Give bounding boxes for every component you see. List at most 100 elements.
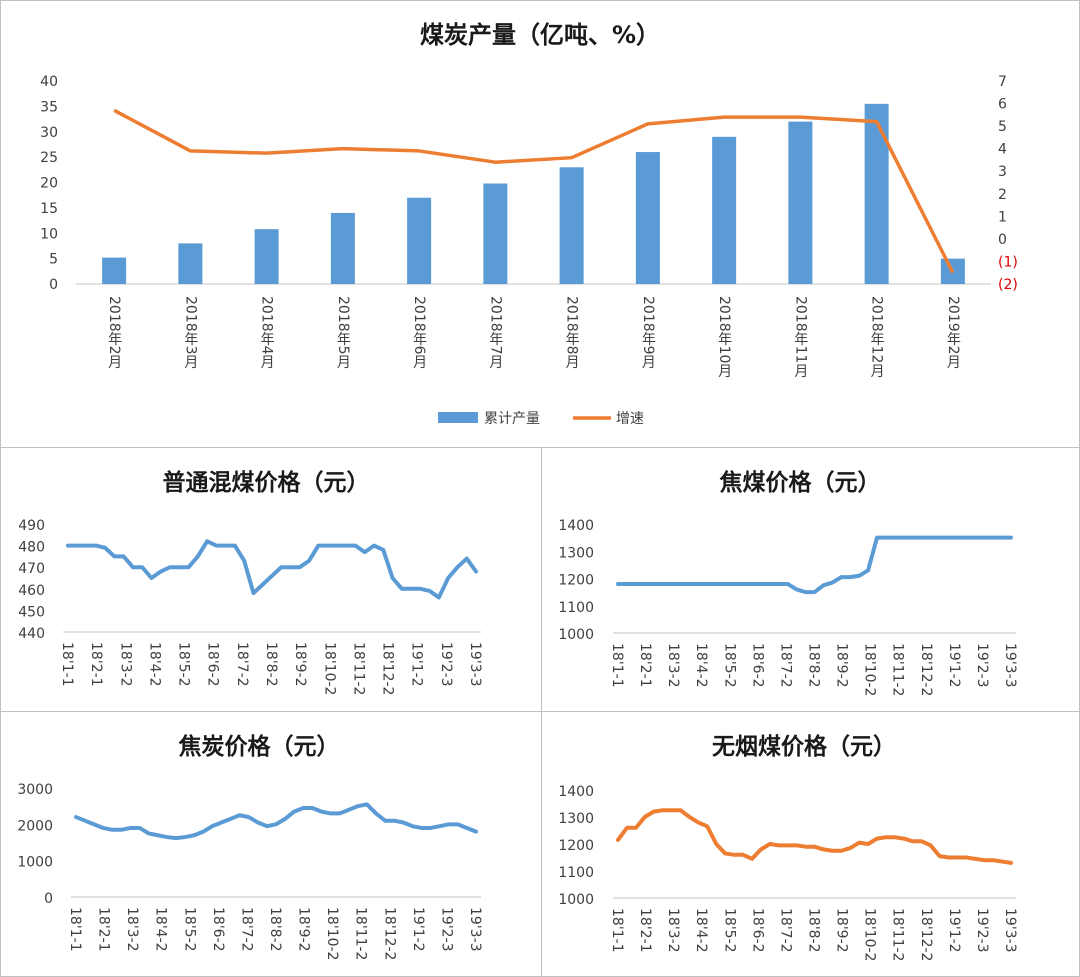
growth-rate-line bbox=[113, 108, 955, 274]
coke-price-chart: 焦炭价格（元） 0 1000 2000 3000 18'1-1 18'2-1 18'3-2 18… bbox=[17, 733, 483, 960]
y-axis-tick-label: 1200 bbox=[558, 838, 594, 854]
right-axis-tick-label: (1) bbox=[998, 254, 1018, 270]
mixed-coal-price-chart: 普通混煤价格（元） 440 450 460 470 480 490 18'1-1 18'2-1 1… bbox=[18, 469, 483, 695]
x-axis-tick-label: 18'3-2 bbox=[665, 643, 681, 688]
right-axis-tick-label: 4 bbox=[998, 142, 1007, 158]
production-chart-panel: 煤炭产量（亿吨、%） 0 5 10 15 20 25 30 35 40 (2) (1) 0 1 2 3 4 5 6 7… bbox=[0, 0, 1080, 448]
left-axis-tick-label: 30 bbox=[40, 125, 58, 141]
x-axis-tick-label: 18'8-2 bbox=[267, 907, 283, 952]
x-axis-tick-label: 18'3-2 bbox=[117, 642, 133, 687]
x-axis-tick-label: 18'4-2 bbox=[693, 643, 709, 688]
price-line bbox=[616, 808, 1013, 865]
bar-cumulative-output bbox=[864, 103, 889, 285]
bar-cumulative-output bbox=[407, 197, 432, 284]
x-axis-tick-label: 18'10-2 bbox=[862, 908, 878, 961]
y-axis-tick-label: 480 bbox=[18, 540, 45, 556]
right-axis-tick-label: 3 bbox=[998, 164, 1007, 180]
x-axis-category-label: 2018年7月 bbox=[487, 296, 503, 370]
x-axis-tick-label: 18'12-2 bbox=[918, 908, 934, 961]
x-axis-tick-label: 18'1-1 bbox=[67, 907, 83, 952]
x-axis-tick-label: 19'3-3 bbox=[467, 907, 483, 952]
right-axis-tick-label: 5 bbox=[998, 119, 1007, 135]
y-axis-tick-label: 1100 bbox=[558, 865, 594, 881]
x-axis-tick-label: 19'3-3 bbox=[1002, 908, 1018, 953]
x-axis-tick-label: 19'3-3 bbox=[1002, 643, 1018, 688]
left-axis-tick-label: 15 bbox=[40, 201, 58, 217]
x-axis-tick-label: 18'12-2 bbox=[380, 642, 396, 695]
x-axis-category-label: 2019年2月 bbox=[945, 296, 961, 370]
x-axis-tick-label: 18'9-2 bbox=[834, 643, 850, 688]
x-axis-tick-label: 18'1-1 bbox=[59, 642, 75, 687]
chart-title: 焦煤价格（元） bbox=[720, 469, 881, 496]
left-axis-tick-label: 10 bbox=[40, 226, 58, 242]
legend-label-cumulative: 累计产量 bbox=[484, 411, 540, 427]
x-axis-tick-label: 18'8-2 bbox=[806, 643, 822, 688]
left-axis-tick-label: 5 bbox=[49, 252, 58, 268]
x-axis-tick-label: 19'2-3 bbox=[438, 642, 454, 687]
y-axis-tick-label: 0 bbox=[44, 891, 53, 907]
right-axis-tick-label: 2 bbox=[998, 187, 1007, 203]
bar-cumulative-output bbox=[254, 229, 279, 284]
chart-title: 普通混煤价格（元） bbox=[163, 469, 370, 496]
right-axis-tick-label: 6 bbox=[998, 97, 1007, 113]
x-axis-tick-label: 18'10-2 bbox=[324, 907, 340, 960]
production-chart: 煤炭产量（亿吨、%） 0 5 10 15 20 25 30 35 40 (2) (1) 0 1 2 3 4 5 6 7… bbox=[40, 21, 1018, 427]
y-axis-tick-label: 440 bbox=[18, 626, 45, 642]
x-axis-tick-label: 18'3-2 bbox=[124, 907, 140, 952]
y-axis-tick-label: 460 bbox=[18, 583, 45, 599]
x-axis-category-label: 2018年12月 bbox=[869, 296, 885, 379]
chart-title: 焦炭价格（元） bbox=[179, 733, 340, 760]
bar-cumulative-output bbox=[559, 167, 584, 284]
y-axis-tick-label: 490 bbox=[18, 518, 45, 534]
y-axis-tick-label: 1200 bbox=[558, 573, 594, 589]
left-axis-tick-label: 25 bbox=[40, 150, 58, 166]
x-axis-category-label: 2018年11月 bbox=[792, 296, 808, 379]
right-axis-tick-label: 0 bbox=[998, 232, 1007, 248]
bar-cumulative-output bbox=[483, 183, 508, 284]
bar-cumulative-output bbox=[102, 257, 127, 284]
x-axis-tick-label: 18'9-2 bbox=[834, 908, 850, 953]
y-axis-tick-label: 2000 bbox=[17, 818, 53, 834]
right-axis-tick-label: 1 bbox=[998, 209, 1007, 225]
y-axis-tick-label: 470 bbox=[18, 561, 45, 577]
chart-title: 无烟煤价格（元） bbox=[712, 733, 896, 760]
y-axis-tick-label: 450 bbox=[18, 604, 45, 620]
x-axis-category-label: 2018年9月 bbox=[640, 296, 656, 370]
x-axis-tick-label: 18'11-2 bbox=[890, 643, 906, 696]
x-axis-tick-label: 18'2-1 bbox=[637, 908, 653, 953]
x-axis-category-label: 2018年10月 bbox=[716, 296, 732, 379]
x-axis-tick-label: 18'7-2 bbox=[777, 908, 793, 953]
x-axis-tick-label: 18'2-1 bbox=[96, 907, 112, 952]
coking-coal-price-chart: 焦煤价格（元） 1000 1100 1200 1300 1400 18'1-1 18'2-1 1… bbox=[558, 469, 1018, 696]
coking-coal-chart-panel: 焦煤价格（元） 1000 1100 1200 1300 1400 18'1-1 18'2-1 1… bbox=[541, 447, 1080, 712]
x-axis-tick-label: 18'6-2 bbox=[749, 908, 765, 953]
x-axis-tick-label: 18'6-2 bbox=[205, 642, 221, 687]
x-axis-tick-label: 18'4-2 bbox=[146, 642, 162, 687]
y-axis-tick-label: 1400 bbox=[558, 784, 594, 800]
x-axis-tick-label: 18'8-2 bbox=[806, 908, 822, 953]
x-axis-tick-label: 18'1-1 bbox=[609, 643, 625, 688]
x-axis-tick-label: 18'11-2 bbox=[350, 642, 366, 695]
x-axis-tick-label: 19'1-2 bbox=[410, 907, 426, 952]
x-axis-tick-label: 19'1-2 bbox=[946, 643, 962, 688]
y-axis-tick-label: 1100 bbox=[558, 600, 594, 616]
x-axis-category-label: 2018年4月 bbox=[259, 296, 275, 370]
y-axis-tick-label: 1300 bbox=[558, 545, 594, 561]
y-axis-tick-label: 1000 bbox=[17, 855, 53, 871]
anthracite-chart-panel: 无烟煤价格（元） 1000 1100 1200 1300 1400 18'1-1 18'2-1… bbox=[541, 711, 1080, 977]
bar-cumulative-output bbox=[178, 243, 203, 284]
x-axis-tick-label: 18'7-2 bbox=[777, 643, 793, 688]
x-axis-category-label: 2018年2月 bbox=[106, 296, 122, 370]
y-axis-tick-label: 3000 bbox=[17, 782, 53, 798]
bar-cumulative-output bbox=[635, 152, 660, 284]
x-axis-tick-label: 18'12-2 bbox=[381, 907, 397, 960]
x-axis-tick-label: 18'10-2 bbox=[862, 643, 878, 696]
coke-chart-panel: 焦炭价格（元） 0 1000 2000 3000 18'1-1 18'2-1 18'3-2 18… bbox=[0, 711, 542, 977]
x-axis-tick-label: 18'2-1 bbox=[637, 643, 653, 688]
price-line bbox=[66, 539, 478, 600]
x-axis-tick-label: 18'6-2 bbox=[210, 907, 226, 952]
y-axis-tick-label: 1000 bbox=[558, 892, 594, 908]
x-axis-tick-label: 18'5-2 bbox=[181, 907, 197, 952]
x-axis-category-label: 2018年8月 bbox=[564, 296, 580, 370]
x-axis-tick-label: 18'7-2 bbox=[238, 907, 254, 952]
